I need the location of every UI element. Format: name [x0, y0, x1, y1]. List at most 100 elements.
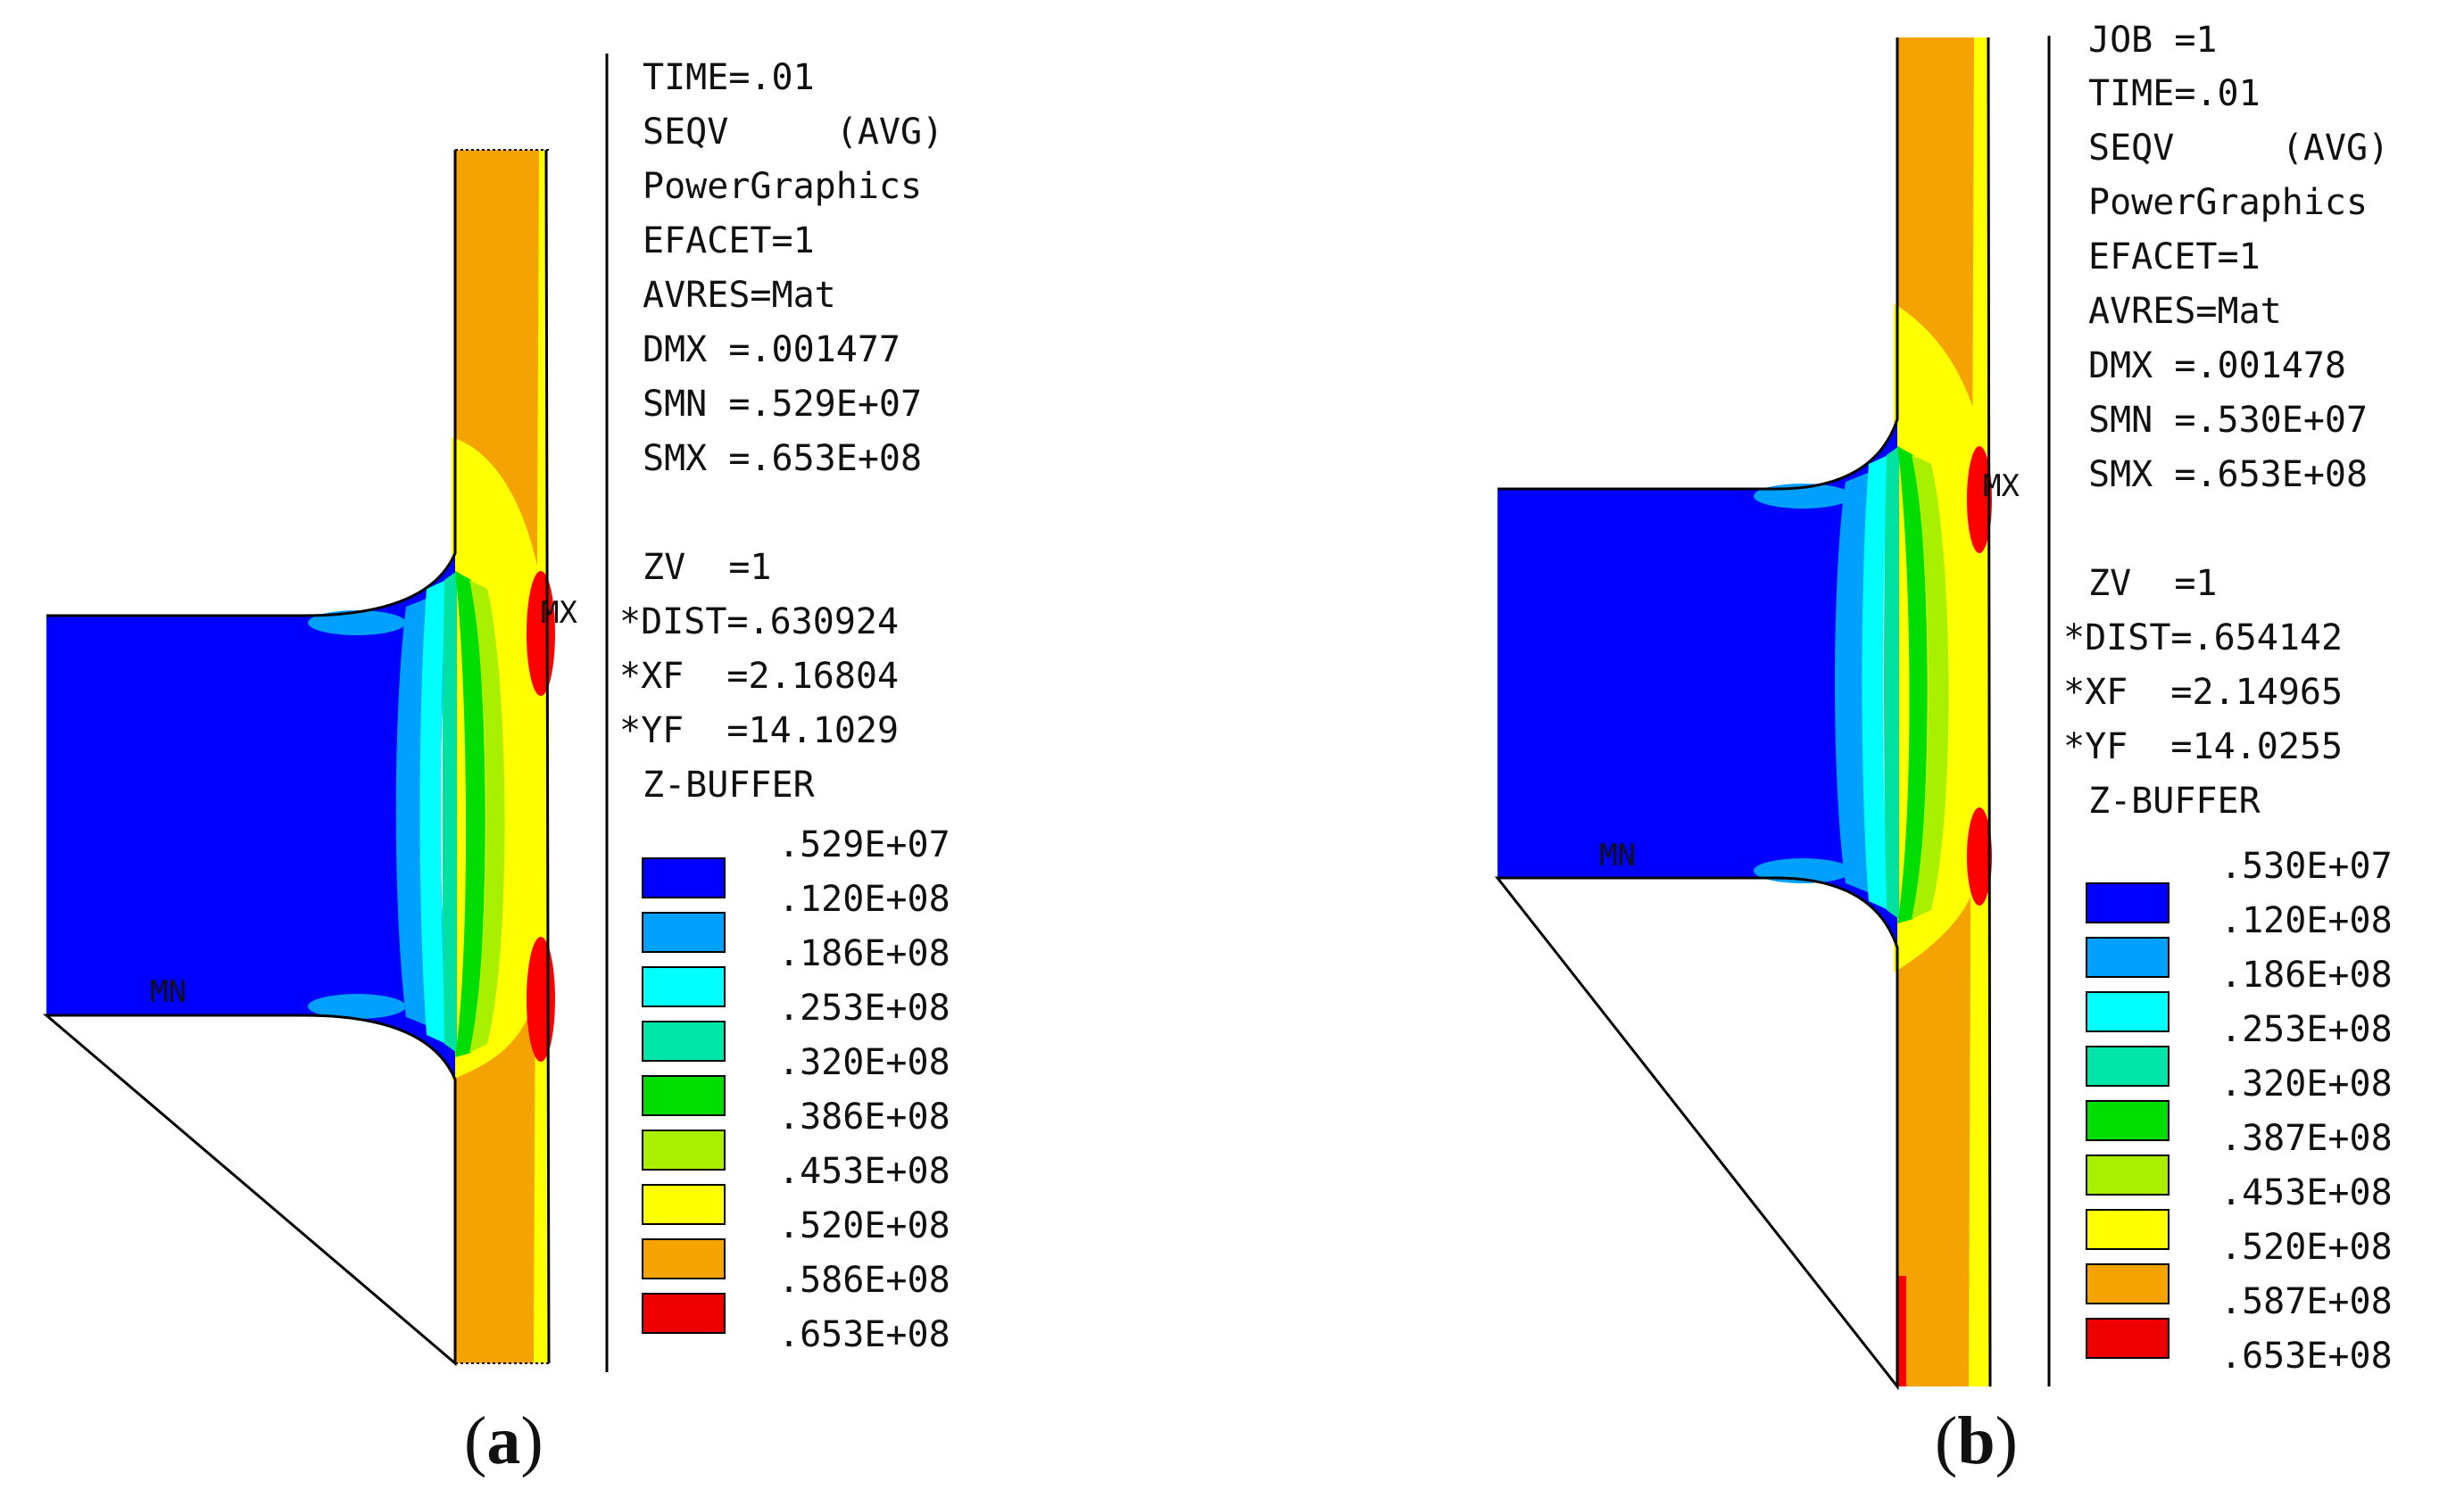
panel-b-branch — [1497, 489, 1881, 878]
panel-a-min-label: MN — [150, 974, 187, 1010]
panel-b-band-5 — [1912, 455, 1949, 919]
panel-a-legend-value: .120E+08 — [778, 879, 950, 920]
panel-a-info-line: EFACET=1 — [643, 220, 815, 261]
panel-a-caption: (a) — [464, 1403, 543, 1478]
panel-b-info-line: TIME=.01 — [2088, 73, 2261, 114]
panel-a-legend-value: .253E+08 — [778, 988, 950, 1029]
panel-b-contour-plot: MN MX — [1494, 37, 2020, 1391]
panel-b-legend-value: .587E+08 — [2220, 1281, 2393, 1322]
panel-a-band-2 — [419, 580, 446, 1044]
panel-b-legend-value: .387E+08 — [2220, 1118, 2393, 1159]
panel-a-contour-plot: MN MX — [42, 149, 577, 1367]
panel-a-legend-value: .320E+08 — [778, 1042, 950, 1083]
panel-b-info-line: Z-BUFFER — [2088, 781, 2261, 822]
panel-a-legend: .529E+07 .120E+08 .186E+08 .253E+08 .320E+08… — [642, 824, 950, 1355]
panel-b-legend-value: .186E+08 — [2220, 955, 2393, 996]
panel-b-info-line: *YF =14.0255 — [2063, 726, 2343, 767]
panel-a-outline — [42, 149, 551, 1367]
panel-a-legend-value: .529E+07 — [778, 824, 950, 865]
panel-b-legend-swatch — [2086, 937, 2169, 978]
panel-a-legend-swatch — [642, 1021, 726, 1062]
panel-a-caption-close: ) — [520, 1403, 543, 1478]
panel-b-legend-value: .530E+07 — [2220, 846, 2393, 887]
panel-a-fillet-bottom-halo — [308, 994, 406, 1019]
panel-b-info-line: ZV =1 — [2088, 563, 2218, 604]
panel-b-legend-swatch — [2086, 1155, 2169, 1196]
panel-b-info-line: SEQV (AVG) — [2088, 128, 2389, 169]
panel-b-legend-labels: .530E+07 .120E+08 .186E+08 .253E+08 .320E+08… — [2220, 846, 2393, 1377]
panel-b-legend-swatch — [2086, 1318, 2169, 1359]
panel-b-outline — [1494, 37, 1992, 1391]
panel-a-legend-value: .586E+08 — [778, 1260, 950, 1301]
panel-a-legend-swatch — [642, 1184, 726, 1225]
panel-a-branch — [46, 616, 439, 1015]
panel-a-legend-value: .520E+08 — [778, 1205, 950, 1246]
panel-a-legend-value: .453E+08 — [778, 1151, 950, 1192]
panel-a-legend-swatch — [642, 1075, 726, 1116]
panel-a-info-line: TIME=.01 — [643, 57, 815, 98]
panel-a-info-line: DMX =.001477 — [643, 329, 900, 370]
panel-b-info-line: SMX =.653E+08 — [2088, 454, 2368, 495]
panel-a-legend-swatch — [642, 1293, 726, 1334]
panel-b-info-line: AVRES=Mat — [2088, 291, 2282, 332]
panel-a-legend-value: .386E+08 — [778, 1097, 950, 1138]
panel-b-info-line: EFACET=1 — [2088, 236, 2261, 277]
panel-b-caption-letter: b — [1957, 1403, 1995, 1478]
panel-b-legend-swatch — [2086, 1209, 2169, 1250]
panel-a-hotspot-bottom — [527, 937, 555, 1062]
panel-a-fillet-top-halo — [308, 610, 406, 635]
panel-a-info-line: ZV =1 — [643, 547, 772, 588]
panel-a-info-line: SMN =.529E+07 — [643, 384, 922, 425]
panel-b-info-line: DMX =.001478 — [2088, 345, 2346, 386]
panel-a-legend-swatch — [642, 966, 726, 1007]
panel-b-legend-swatch — [2086, 991, 2169, 1032]
panel-a-legend-swatch — [642, 1130, 726, 1171]
panel-a-caption-open: ( — [464, 1403, 486, 1478]
panel-a-info-line: PowerGraphics — [643, 166, 922, 207]
panel-a-legend-swatch — [642, 857, 726, 898]
panel-b-caption-open: ( — [1935, 1403, 1957, 1478]
panel-b-hotspot-bottom — [1967, 807, 1992, 906]
panel-b-legend-value: .253E+08 — [2220, 1009, 2393, 1050]
panel-a-band-4 — [455, 571, 485, 1057]
panel-b-legend-swatch — [2086, 1046, 2169, 1087]
panel-a-info-line: AVRES=Mat — [643, 275, 836, 316]
panel-a-band-5 — [469, 580, 505, 1053]
panel-b-legend: .530E+07 .120E+08 .186E+08 .253E+08 .320E+08… — [2086, 846, 2393, 1377]
panel-b-info-line: *DIST=.654142 — [2063, 617, 2343, 658]
panel-a-band-3 — [442, 571, 457, 1053]
panel-b-caption: (b) — [1935, 1403, 2018, 1478]
panel-b-max-label: MX — [1983, 468, 2020, 504]
panel-a-hotspot-top — [527, 571, 555, 696]
panel-b-legend-value: .453E+08 — [2220, 1172, 2393, 1213]
panel-b: MN MX JOB =1 TIME=.01 SEQV (AVG) PowerGr… — [1494, 20, 2393, 1478]
panel-b-hotspot-base — [1897, 1276, 1906, 1386]
panel-a-max-label: MX — [541, 595, 577, 631]
panel-a-legend-swatch — [642, 912, 726, 953]
panel-b-legend-value: .320E+08 — [2220, 1063, 2393, 1105]
panel-a-legend-labels: .529E+07 .120E+08 .186E+08 .253E+08 .320E+08… — [778, 824, 950, 1355]
panel-a-legend-value: .186E+08 — [778, 933, 950, 974]
panel-b-legend-value: .520E+08 — [2220, 1227, 2393, 1268]
panel-a-legend-value: .653E+08 — [778, 1314, 950, 1355]
panel-a-legend-swatch — [642, 1238, 726, 1279]
panel-b-info-line: *XF =2.14965 — [2063, 672, 2343, 713]
panel-b-legend-value: .653E+08 — [2220, 1336, 2393, 1377]
panel-a-info-line: *YF =14.1029 — [619, 710, 899, 751]
panel-b-legend-swatch — [2086, 1263, 2169, 1304]
panel-b-legend-value: .120E+08 — [2220, 900, 2393, 941]
panel-a-fillet-bottom — [303, 1006, 455, 1080]
panel-b-info-line: PowerGraphics — [2088, 182, 2368, 223]
panel-b-band-4 — [1897, 446, 1928, 923]
panel-b-min-label: MN — [1599, 838, 1636, 873]
panel-a-dotted-border — [454, 149, 552, 1364]
panel-b-band-3 — [1884, 446, 1899, 919]
panel-a-info-block: TIME=.01 SEQV (AVG) PowerGraphics EFACET… — [619, 57, 943, 806]
panel-b-legend-swatch — [2086, 882, 2169, 923]
panel-b-info-line: SMN =.530E+07 — [2088, 400, 2368, 441]
panel-b-info-block: JOB =1 TIME=.01 SEQV (AVG) PowerGraphics… — [2063, 20, 2389, 822]
panel-a-info-line: *DIST=.630924 — [619, 601, 899, 642]
panel-a-info-line: SMX =.653E+08 — [643, 438, 922, 479]
panel-a: MN MX TIME=.01 SEQV (AVG) PowerGraphics … — [42, 54, 950, 1478]
